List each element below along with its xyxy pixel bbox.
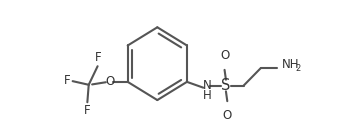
Text: O: O (105, 75, 115, 88)
Text: F: F (84, 104, 90, 117)
Text: O: O (220, 49, 229, 62)
Text: NH: NH (282, 58, 300, 71)
Text: N: N (202, 79, 211, 92)
Text: S: S (221, 78, 231, 93)
Text: F: F (95, 51, 102, 64)
Text: H: H (202, 89, 211, 102)
Text: O: O (223, 109, 232, 122)
Text: 2: 2 (296, 64, 301, 73)
Text: F: F (64, 74, 71, 87)
